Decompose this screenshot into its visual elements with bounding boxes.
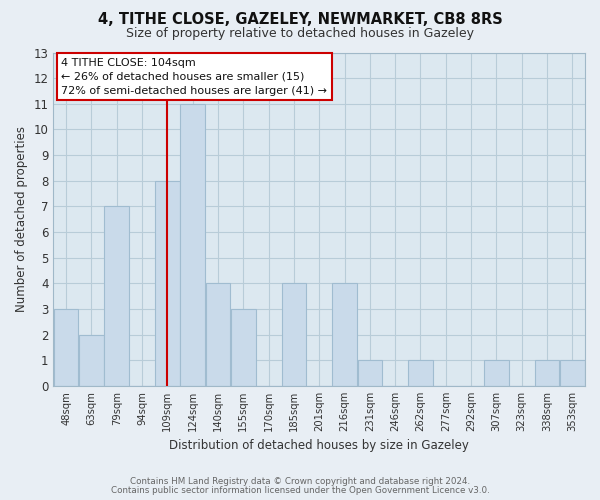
Y-axis label: Number of detached properties: Number of detached properties <box>15 126 28 312</box>
Bar <box>408 360 433 386</box>
Bar <box>181 104 205 386</box>
X-axis label: Distribution of detached houses by size in Gazeley: Distribution of detached houses by size … <box>169 440 469 452</box>
Bar <box>155 180 179 386</box>
Bar <box>206 284 230 386</box>
Bar <box>358 360 382 386</box>
Bar <box>484 360 509 386</box>
Bar <box>332 284 357 386</box>
Bar <box>104 206 129 386</box>
Text: Contains public sector information licensed under the Open Government Licence v3: Contains public sector information licen… <box>110 486 490 495</box>
Bar <box>79 334 104 386</box>
Text: Contains HM Land Registry data © Crown copyright and database right 2024.: Contains HM Land Registry data © Crown c… <box>130 477 470 486</box>
Bar <box>231 309 256 386</box>
Bar <box>535 360 559 386</box>
Bar <box>560 360 584 386</box>
Text: 4, TITHE CLOSE, GAZELEY, NEWMARKET, CB8 8RS: 4, TITHE CLOSE, GAZELEY, NEWMARKET, CB8 … <box>98 12 502 28</box>
Bar <box>54 309 79 386</box>
Bar <box>281 284 306 386</box>
Text: Size of property relative to detached houses in Gazeley: Size of property relative to detached ho… <box>126 28 474 40</box>
Text: 4 TITHE CLOSE: 104sqm
← 26% of detached houses are smaller (15)
72% of semi-deta: 4 TITHE CLOSE: 104sqm ← 26% of detached … <box>61 58 328 96</box>
